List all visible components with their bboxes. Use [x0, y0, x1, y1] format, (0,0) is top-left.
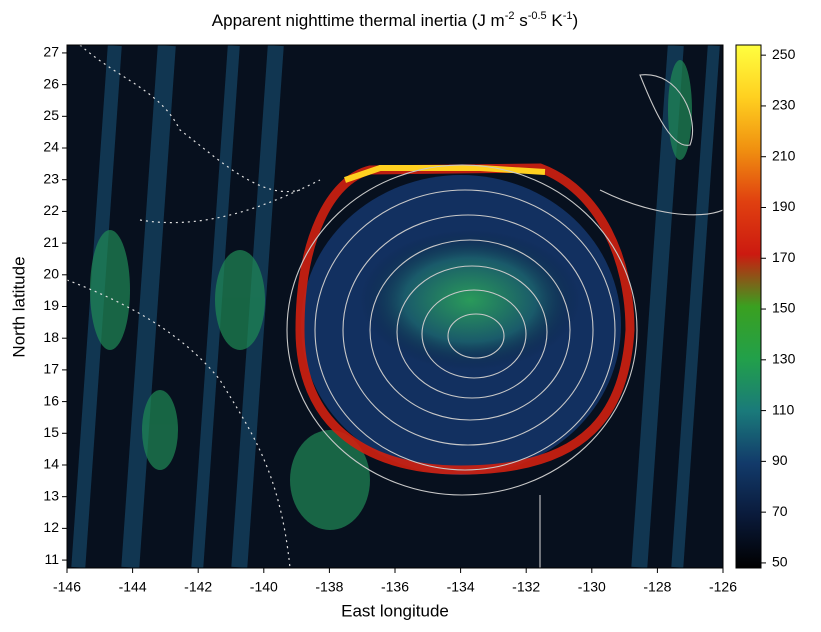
y-tick-label: 27: [43, 44, 59, 60]
x-tick-label: -146: [53, 579, 81, 595]
colorbar-tick-label: 110: [772, 401, 795, 417]
y-tick-label: 13: [43, 487, 59, 503]
y-tick-label: 15: [43, 424, 59, 440]
y-tick-label: 11: [44, 551, 59, 567]
y-tick-label: 25: [43, 107, 59, 123]
title-part: s: [514, 11, 527, 30]
y-tick-label: 14: [43, 456, 59, 472]
x-tick-label: -142: [184, 579, 212, 595]
x-tick-label: -128: [643, 579, 671, 595]
y-tick-label: 21: [43, 234, 59, 250]
colorbar-tick-label: 250: [772, 46, 796, 62]
title-part: Apparent nighttime thermal inertia (J m: [212, 11, 505, 30]
colorbar-tick-label: 130: [772, 351, 796, 367]
chart-title: Apparent nighttime thermal inertia (J m-…: [212, 10, 578, 31]
map-image: [67, 45, 723, 568]
colorbar: [735, 44, 762, 569]
x-tick-label: -130: [578, 579, 606, 595]
colorbar-tick-label: 150: [772, 300, 796, 316]
colorbar-tick-label: 210: [772, 147, 796, 163]
colorbar-tick-label: 230: [772, 97, 796, 113]
x-tick-label: -138: [315, 579, 343, 595]
y-tick-label: 22: [43, 202, 59, 218]
y-axis-label: North latitude: [9, 256, 28, 357]
colorbar-tick-label: 70: [772, 503, 788, 519]
y-tick-label: 18: [43, 329, 59, 345]
x-tick-label: -134: [447, 579, 475, 595]
colorbar-tick-label: 190: [772, 198, 796, 214]
y-tick-label: 20: [43, 266, 59, 282]
colorbar-tick-label: 170: [772, 249, 796, 265]
x-tick-label: -140: [250, 579, 278, 595]
colorbar-tick-label: 90: [772, 452, 788, 468]
title-superscript: -1: [563, 10, 573, 22]
title-superscript: -0.5: [528, 10, 547, 22]
x-tick-label: -132: [512, 579, 540, 595]
y-tick-label: 16: [43, 392, 59, 408]
x-tick-label: -126: [709, 579, 737, 595]
y-tick-label: 23: [43, 170, 59, 186]
title-part: ): [573, 11, 579, 30]
title-part: K: [547, 11, 564, 30]
y-tick-label: 17: [43, 361, 59, 377]
x-tick-label: -136: [381, 579, 409, 595]
y-tick-label: 19: [43, 297, 59, 313]
colorbar-tick-label: 50: [772, 554, 788, 570]
y-tick-label: 26: [43, 75, 59, 91]
x-tick-label: -144: [119, 579, 147, 595]
x-axis-label: East longitude: [341, 601, 449, 620]
title-superscript: -2: [505, 10, 515, 22]
y-tick-label: 24: [43, 139, 59, 155]
y-tick-label: 12: [43, 519, 59, 535]
